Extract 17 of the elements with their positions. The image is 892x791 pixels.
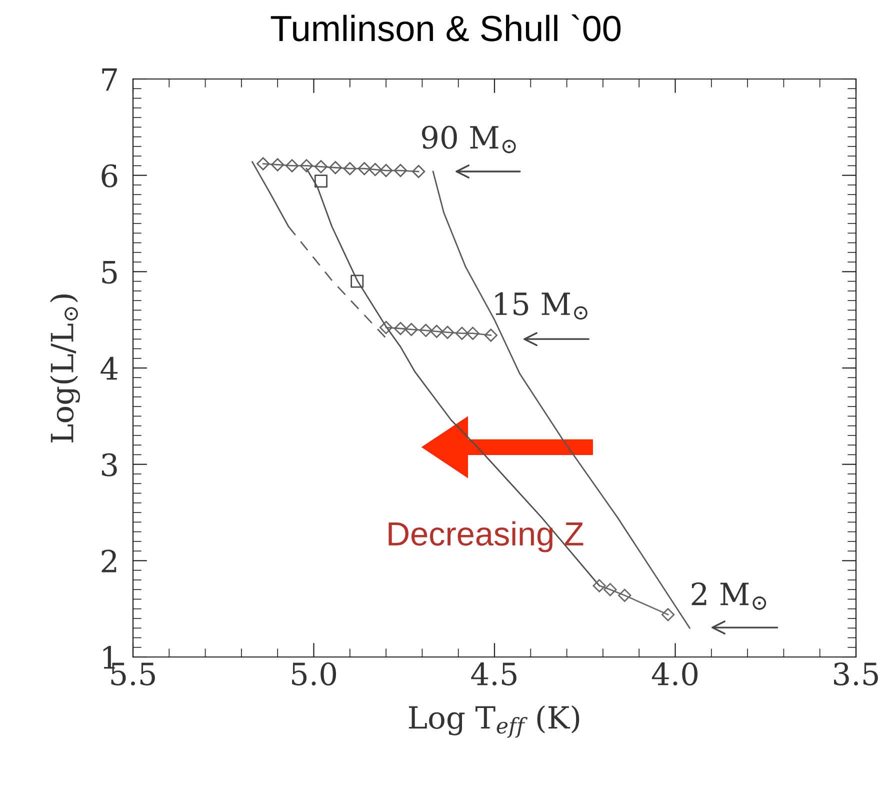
chart-title: Tumlinson & Shull `00: [270, 14, 621, 42]
y-tick-label: 4: [100, 356, 118, 380]
y-tick-label: 6: [102, 164, 118, 188]
y-axis-title: Log(L/L$_{⊙}$): [50, 294, 80, 442]
annotation: Decreasing Z: [388, 521, 584, 552]
x-tick-label: 3.5: [834, 662, 878, 686]
x-tick-label: 4.5: [471, 662, 516, 686]
y-tick-label: 3: [102, 453, 117, 476]
annotation: 15 M$_{⊙}$: [495, 292, 588, 320]
x-axis-title: Log T$_{eff}$ (K): [408, 705, 580, 738]
x-tick-label: 4.0: [652, 662, 698, 686]
y-tick-label: 5: [102, 261, 117, 284]
x-tick-label: 5.0: [292, 662, 336, 686]
y-tick-label: 2: [102, 550, 116, 572]
annotation: 2 M$_{⊙}$: [692, 582, 766, 610]
annotation: 90 M$_{⊙}$: [422, 126, 516, 154]
y-tick-label: 7: [102, 68, 117, 91]
